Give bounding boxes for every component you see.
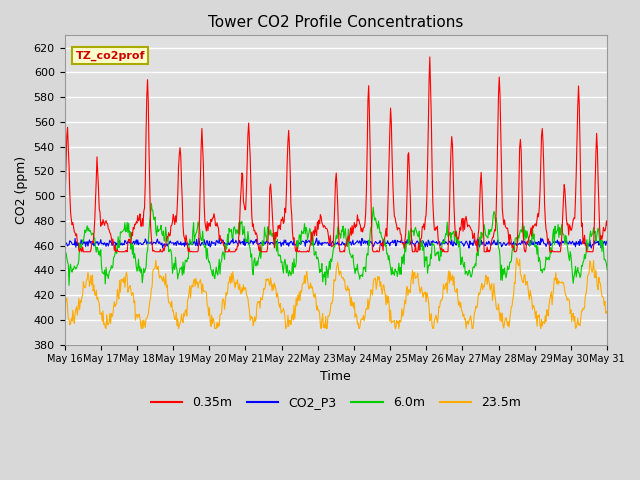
Y-axis label: CO2 (ppm): CO2 (ppm) (15, 156, 28, 224)
Legend: 0.35m, CO2_P3, 6.0m, 23.5m: 0.35m, CO2_P3, 6.0m, 23.5m (146, 391, 526, 414)
Text: TZ_co2prof: TZ_co2prof (76, 51, 145, 61)
Title: Tower CO2 Profile Concentrations: Tower CO2 Profile Concentrations (208, 15, 463, 30)
X-axis label: Time: Time (321, 370, 351, 383)
